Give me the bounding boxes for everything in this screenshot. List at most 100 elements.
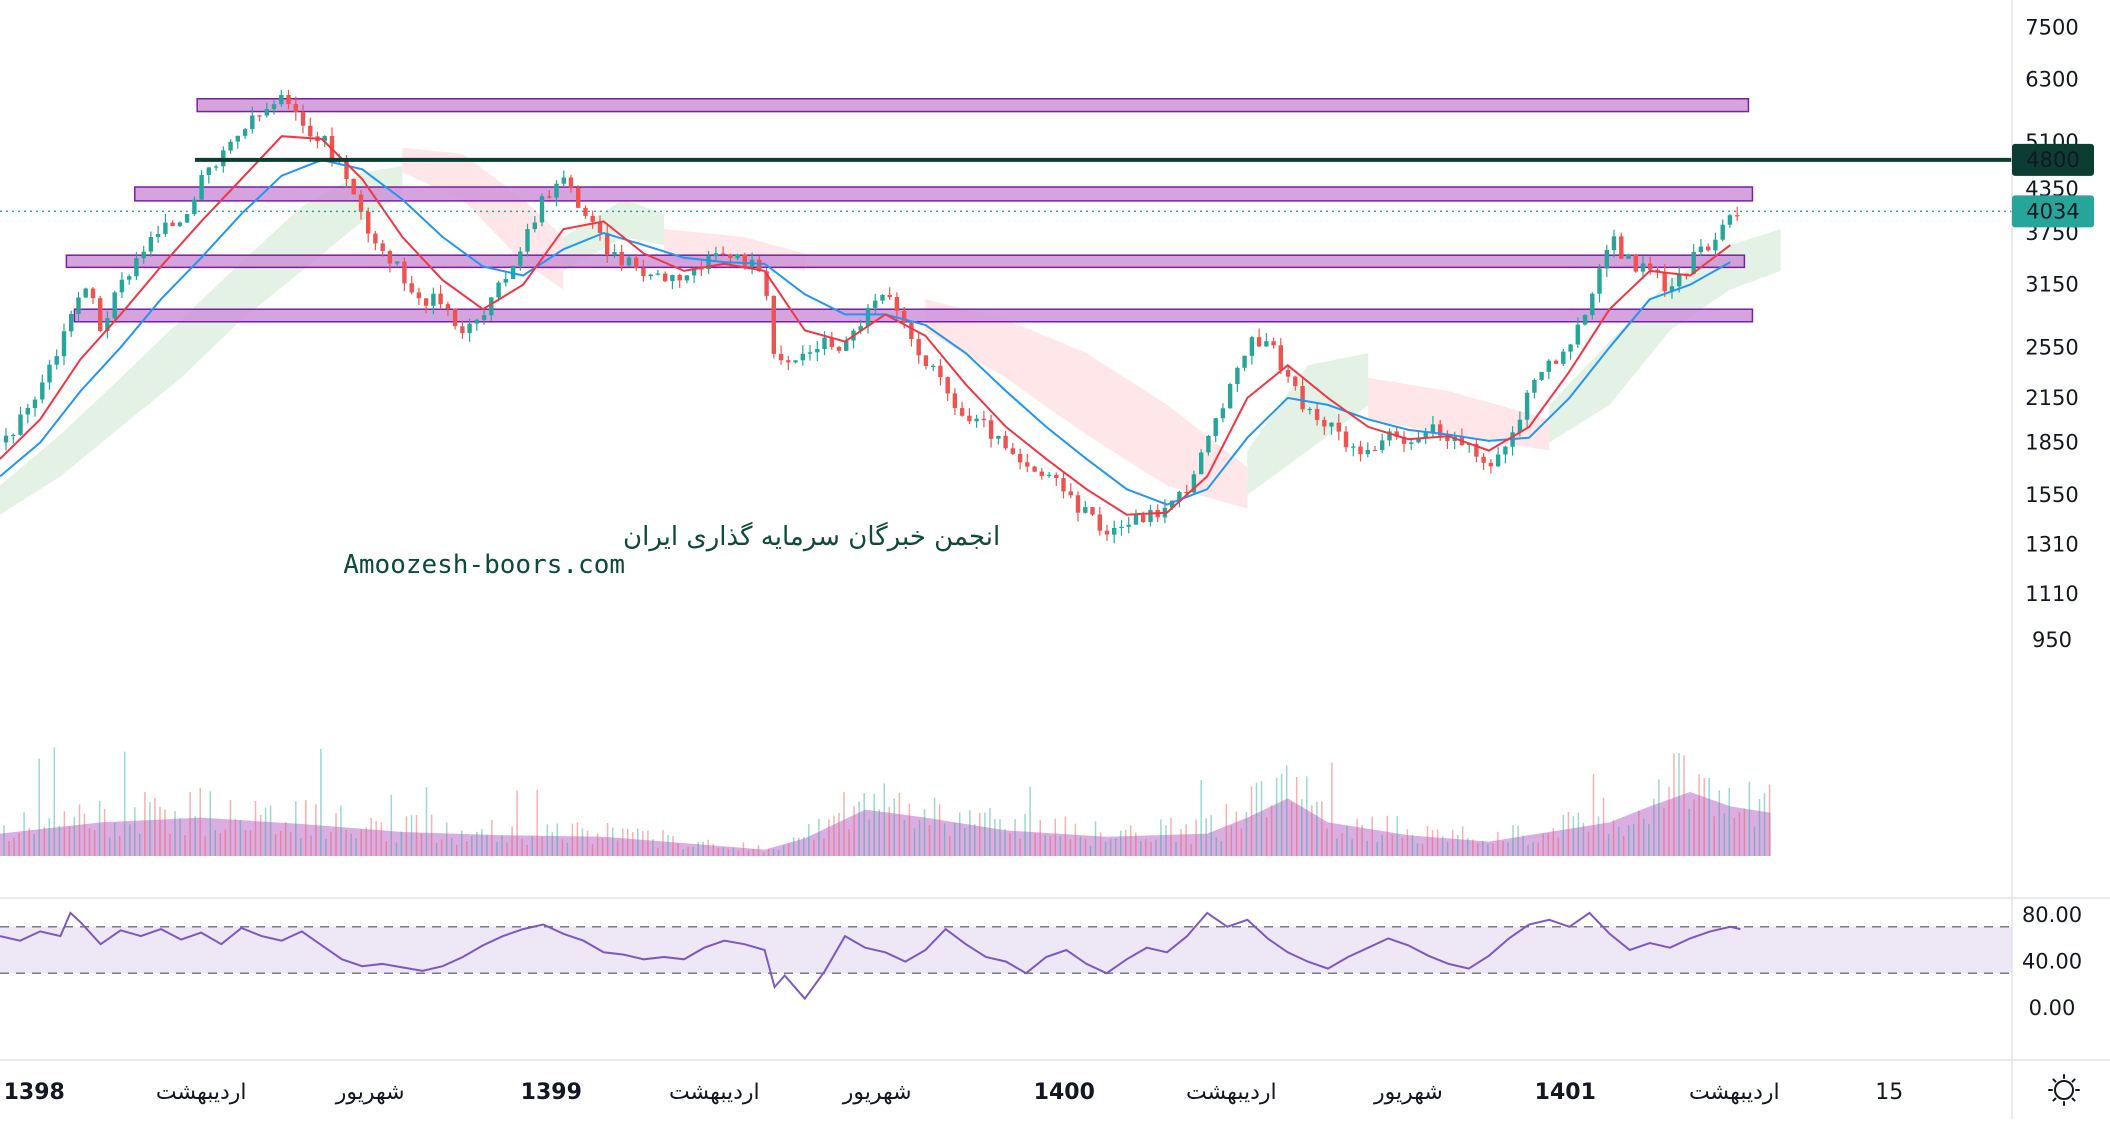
moving-average-fast-line [0,135,1731,516]
candle-body [923,355,929,366]
candle-body [134,258,139,277]
sun-gear-icon-rays [2048,1074,2080,1106]
time-tick-label: 1401 [1535,1080,1596,1105]
candle-body [1568,344,1573,352]
candle-body [11,434,16,437]
candle-body [431,293,436,306]
candle-body [1293,376,1298,386]
candle-body [1090,507,1095,515]
time-axis[interactable]: 1398 اردیبهشت شهریور 1399 اردیبهشت شهریور 1400… [4,1080,1904,1105]
candle-body [945,377,950,394]
candle-body [1235,367,1240,384]
candle-body [503,279,508,283]
candle-body [576,188,581,208]
candle-body [127,276,132,280]
candle-body [366,211,371,234]
candle-body [880,295,885,301]
cloud-segment-bear [402,147,564,290]
candle-body [518,251,523,266]
candle-body [69,314,74,332]
cloud-segment-bull [1247,353,1369,495]
candle-body [728,254,733,259]
last-price-label[interactable]: 4034 [2012,195,2094,228]
settings-button[interactable] [2048,1074,2080,1106]
candle-body [423,298,429,306]
level-price-label[interactable]: 4800 [2012,143,2094,176]
candle-body [1735,215,1740,217]
candle-body [416,292,422,299]
candle-body [786,360,791,363]
candle-body [525,229,530,252]
candle-body [952,393,958,408]
price-tick-label: 3150 [2025,273,2078,297]
candle-body [286,95,291,105]
candle-body [206,167,211,175]
candle-body [1582,315,1588,325]
candle-body [1003,435,1008,449]
candle-body [757,259,762,272]
candle-body [865,307,871,327]
cloud-segment-bear [925,299,1248,509]
candle-body [445,304,451,309]
candle-body [409,283,414,293]
candle-body [170,222,175,226]
candle-body [1517,419,1523,433]
candle-body [1126,524,1131,527]
candle-body [684,275,690,281]
time-tick-label: شهریور [1373,1080,1443,1105]
candle-body [257,115,262,117]
price-zone-3[interactable] [65,254,1746,269]
candle-body [199,175,204,200]
time-tick-label: اردیبهشت [156,1080,247,1105]
candle-body [1351,446,1356,448]
candle-body [1611,236,1617,250]
candle-body [467,323,472,334]
candle-body [1713,239,1718,251]
last-price-label-bg [2012,195,2094,228]
price-tick-label: 1310 [2025,533,2078,557]
watermark-url: Amoozesh-boors.com [343,550,625,580]
candle-body [1662,272,1667,292]
price-tick-label: 1850 [2025,431,2078,455]
candle-body [1039,471,1044,476]
candle-body [1256,337,1262,347]
candle-body [322,136,327,142]
price-tick-label: 2550 [2025,335,2078,359]
candle-body [1184,491,1189,494]
rsi-axis[interactable]: 80.00 40.00 0.00 [2022,903,2082,1020]
candle-body [771,295,776,354]
candle-body [844,340,849,351]
price-tick-label: 1550 [2025,483,2078,507]
candle-body [351,178,356,195]
candle-body [112,292,117,319]
price-zone-1[interactable] [196,97,1750,113]
candle-body [699,268,704,270]
price-zone-2[interactable] [134,186,1754,202]
candle-body [32,399,38,408]
candle-body [1358,446,1363,455]
candle-body [192,199,197,215]
support-resistance-zones[interactable] [65,97,1754,323]
candle-body [300,112,306,126]
candle-body [1720,224,1725,240]
candle-body [1133,515,1139,525]
rsi-line [0,911,1741,1001]
time-tick-label: اردیبهشت [1689,1080,1780,1105]
candle-body [177,222,183,226]
candle-body [1061,478,1066,492]
sun-gear-ray [2071,1097,2076,1102]
candle-body [1401,436,1407,444]
candle-body [1648,263,1653,270]
candle-body [148,237,154,252]
candle-body [959,408,965,416]
candle-body [605,233,610,255]
candle-body [1141,515,1146,522]
candle-body [1249,337,1255,356]
price-zone-4[interactable] [73,308,1754,323]
price-tick-label: 1110 [2025,582,2078,606]
candle-body [1503,446,1508,455]
candle-body [460,326,465,334]
candle-body [402,261,407,284]
